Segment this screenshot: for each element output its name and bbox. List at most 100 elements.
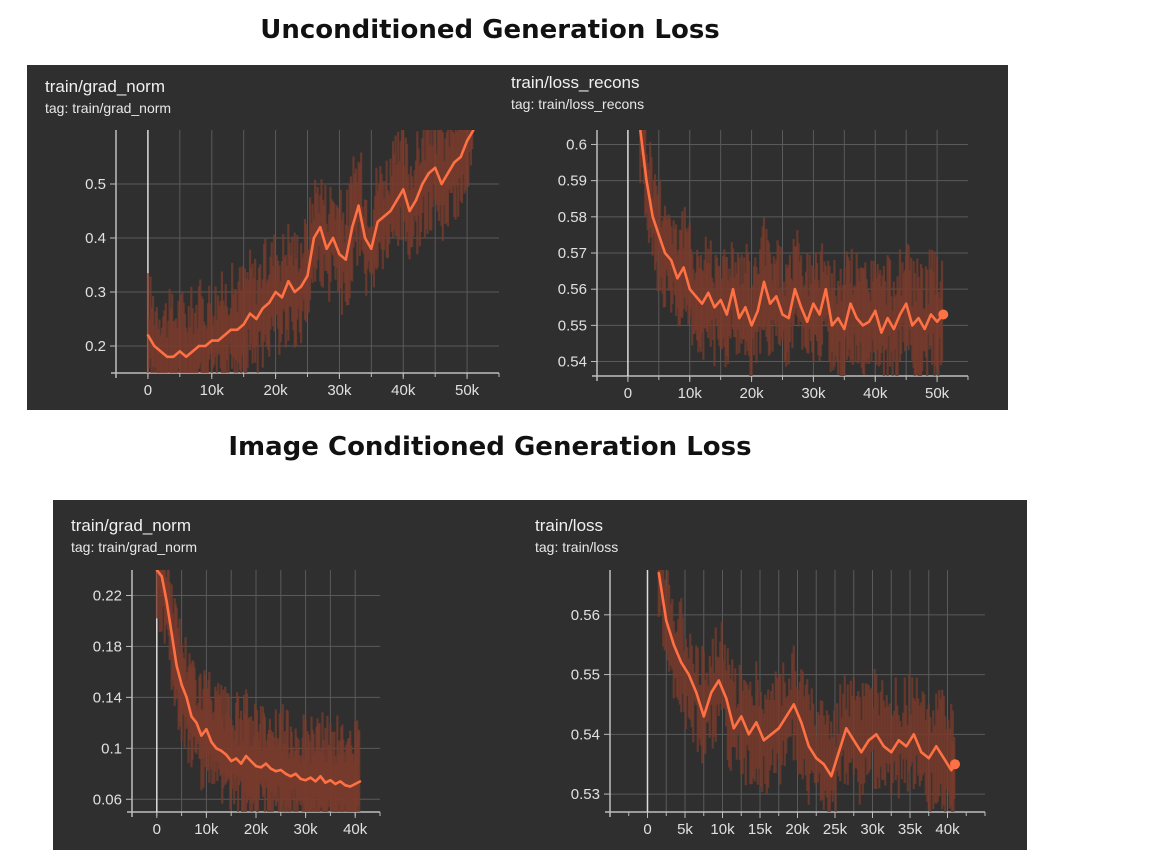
data-point xyxy=(239,762,243,765)
data-point xyxy=(344,784,347,787)
data-point xyxy=(440,182,443,186)
data-point xyxy=(732,727,735,730)
data-point xyxy=(446,172,450,175)
y-tick-label: 0.58 xyxy=(558,209,587,226)
data-point xyxy=(818,313,821,316)
data-point xyxy=(354,782,357,786)
data-point xyxy=(274,290,277,294)
data-point xyxy=(279,768,282,772)
data-point xyxy=(645,179,648,182)
data-point xyxy=(812,302,815,305)
data-point xyxy=(309,776,312,779)
y-tick-label: 0.1 xyxy=(101,740,122,757)
x-tick-label: 50k xyxy=(455,382,480,399)
data-point xyxy=(268,301,271,304)
data-point xyxy=(344,258,347,261)
data-point xyxy=(929,313,933,316)
data-point xyxy=(905,745,908,748)
data-point xyxy=(229,328,233,331)
section-title-image-conditioned: Image Conditioned Generation Loss xyxy=(228,432,752,462)
data-point xyxy=(459,155,462,159)
data-point xyxy=(799,306,803,309)
data-point xyxy=(453,161,456,164)
grad-norm-chart-unconditioned[interactable]: 0 10k 20k 30k 40k 50k 0.2 0.3 0.4 0.5 xyxy=(27,118,507,405)
data-point xyxy=(395,199,399,202)
data-point xyxy=(845,727,848,730)
data-point xyxy=(880,331,883,334)
data-point xyxy=(713,306,716,309)
loss-chart-image-conditioned[interactable]: 0 5k 10k 15k 20k 25k 30k 35k 40k 0.53 0.54 0.55 0.56 xyxy=(560,560,990,845)
y-tick-label: 0.57 xyxy=(558,245,587,262)
data-point xyxy=(210,740,213,744)
raw-band xyxy=(657,570,956,812)
data-point xyxy=(657,233,661,237)
data-point xyxy=(898,313,902,316)
data-point xyxy=(651,215,654,219)
y-tick-label: 0.54 xyxy=(558,354,587,371)
data-point xyxy=(897,739,900,742)
data-point xyxy=(695,691,698,694)
data-point xyxy=(875,733,878,736)
data-point xyxy=(465,139,469,142)
x-tick-label: 40k xyxy=(343,821,368,838)
data-point xyxy=(935,320,939,323)
data-point xyxy=(146,334,150,337)
data-point xyxy=(389,209,392,213)
chart-tag: tag: train/loss xyxy=(535,539,619,555)
data-point xyxy=(180,683,183,686)
grad-norm-chart-image-conditioned[interactable]: 0 10k 20k 30k 40k 0.06 0.1 0.14 0.18 0.22 xyxy=(60,560,390,845)
data-point xyxy=(762,739,765,742)
data-point xyxy=(200,734,203,737)
data-point xyxy=(719,298,722,302)
end-marker xyxy=(938,309,949,320)
data-point xyxy=(657,571,660,575)
data-point xyxy=(740,715,743,718)
data-point xyxy=(680,661,683,664)
chart-title: train/grad_norm xyxy=(45,77,166,96)
data-point xyxy=(694,295,698,298)
data-point xyxy=(890,751,893,754)
y-tick-label: 0.55 xyxy=(571,667,600,684)
data-point xyxy=(220,749,223,753)
data-point xyxy=(185,696,188,699)
chart-title: train/grad_norm xyxy=(71,516,192,535)
data-point xyxy=(259,766,263,769)
data-point xyxy=(334,782,337,786)
data-point xyxy=(269,767,273,770)
series-line xyxy=(146,130,475,359)
data-point xyxy=(261,307,265,310)
data-point xyxy=(408,209,411,213)
x-tick-label: 20k xyxy=(244,821,269,838)
data-point xyxy=(304,778,307,782)
chart-title: train/loss_recons xyxy=(511,73,640,92)
data-point xyxy=(230,759,233,763)
data-point xyxy=(299,777,302,781)
data-point xyxy=(357,204,360,207)
data-point xyxy=(935,745,938,748)
x-tick-label: 5k xyxy=(677,821,693,838)
data-point xyxy=(747,733,750,736)
data-point xyxy=(358,780,362,783)
loss-recons-chart[interactable]: 0 10k 20k 30k 40k 50k 0.54 0.55 0.56 0.57 0.58 0.59… xyxy=(540,118,980,408)
x-tick-label: 0 xyxy=(624,385,632,402)
data-point xyxy=(882,745,885,748)
data-point xyxy=(682,266,685,269)
data-point xyxy=(792,703,795,706)
data-point xyxy=(191,350,194,353)
y-tick-label: 0.54 xyxy=(571,726,600,743)
data-point xyxy=(172,355,175,358)
data-point xyxy=(165,355,169,358)
x-tick-label: 40k xyxy=(935,821,960,838)
data-point xyxy=(370,247,373,250)
data-point xyxy=(223,334,226,337)
data-point xyxy=(676,277,679,280)
y-tick-label: 0.2 xyxy=(85,338,106,355)
data-point xyxy=(665,619,668,622)
data-point xyxy=(274,770,278,773)
chart-tag: tag: train/grad_norm xyxy=(71,539,198,555)
data-point xyxy=(725,313,729,316)
data-point xyxy=(421,182,424,186)
data-point xyxy=(806,320,809,323)
data-point xyxy=(950,768,953,772)
data-point xyxy=(911,324,914,327)
